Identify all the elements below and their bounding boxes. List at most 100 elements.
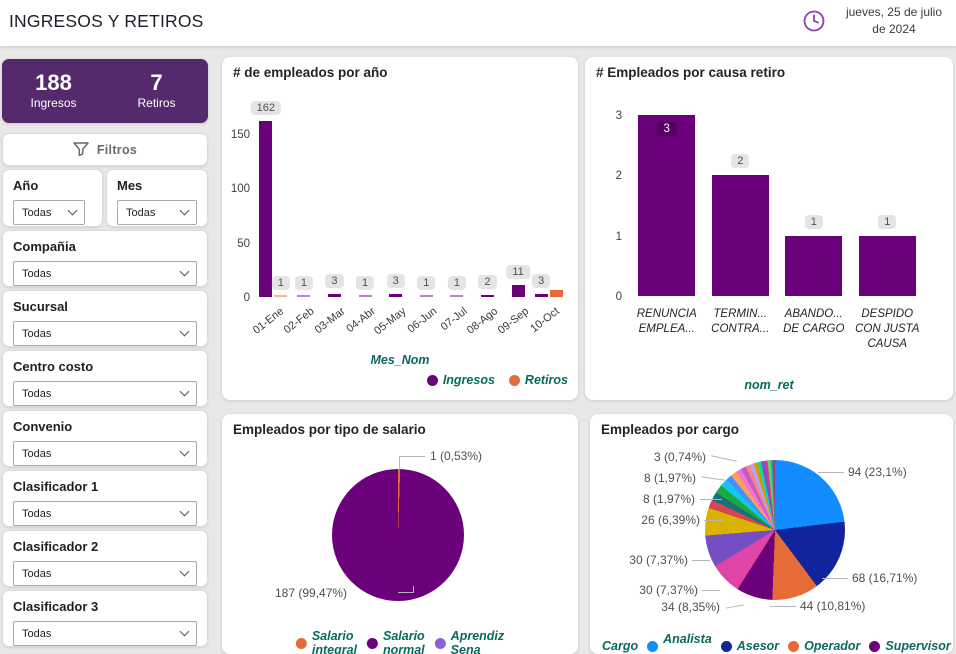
filter-dropdown[interactable]: Todas	[13, 261, 197, 286]
filter-clasificador-3: Clasificador 3 Todas	[2, 590, 208, 647]
filter-mes-dropdown[interactable]: Todas	[117, 200, 197, 225]
data-label: 3	[386, 273, 405, 288]
legend-dot	[647, 640, 659, 652]
chart-legend: Cargo Analista ... Asesor Operador Super…	[602, 632, 956, 654]
bar-retiros-01-Ene[interactable]	[274, 295, 288, 297]
filters-panel-header: Filtros	[2, 133, 208, 166]
x-axis-label: 04-Abr	[344, 305, 379, 336]
legend-item-salario-integral[interactable]: Salario integral	[295, 629, 357, 654]
filter-label: Convenio	[13, 419, 73, 434]
leader-line	[700, 499, 722, 500]
leader-line	[711, 455, 737, 462]
legend-item-aprendiz-sena[interactable]: Aprendiz Sena	[434, 629, 504, 654]
kpi-ingresos: 188 Ingresos	[2, 59, 105, 123]
filter-clasificador-2: Clasificador 2 Todas	[2, 530, 208, 587]
legend-item-asesor[interactable]: Asesor	[720, 639, 779, 653]
bar-renuncia-emplea-[interactable]: 3	[638, 115, 696, 296]
filter-dropdown[interactable]: Todas	[13, 321, 197, 346]
filter-dropdown[interactable]: Todas	[13, 381, 197, 406]
bar-ingresos-07-Jul[interactable]	[450, 295, 464, 297]
clock-icon	[803, 10, 825, 32]
data-label: 2	[478, 274, 497, 289]
filter-dropdown[interactable]: Todas	[13, 621, 197, 646]
bar-group-04-Abr: 1 04-Abr	[345, 117, 381, 335]
bar-ingresos-05-May[interactable]	[389, 293, 403, 297]
bar-group-1: 2	[704, 115, 778, 296]
filter-centro-costo: Centro costo Todas	[2, 350, 208, 407]
bar-ingresos-02-Feb[interactable]	[297, 295, 311, 297]
chevron-down-icon	[179, 626, 190, 637]
bar-group-10-Oct: 3 10-Oct	[528, 117, 564, 335]
chart-title: Empleados por cargo	[601, 422, 740, 437]
legend-item-analista[interactable]: Analista ...	[647, 632, 712, 654]
x-axis-category-labels: RENUNCIA EMPLEA... TERMIN... CONTRA... ABA…	[630, 307, 924, 352]
leader-line	[702, 590, 720, 591]
filter-ano-dropdown[interactable]: Todas	[13, 200, 85, 225]
bar-ingresos-10-Oct[interactable]	[534, 293, 548, 297]
bar-ingresos-09-Sep[interactable]	[511, 285, 525, 297]
bar-group-07-Jul: 1 07-Jul	[439, 117, 473, 333]
filter-dropdown[interactable]: Todas	[13, 441, 197, 466]
bar-despido-con-justa-causa[interactable]	[858, 235, 916, 296]
filter-convenio: Convenio Todas	[2, 410, 208, 467]
bar-group-01-Ene: 162 1 01-Ene	[250, 100, 290, 337]
x-axis-category-label: DESPIDO CON JUSTA CAUSA	[855, 308, 920, 350]
legend-dot	[788, 640, 800, 652]
y-axis-tick: 0	[243, 292, 250, 304]
bar-ingresos-06-Jun[interactable]	[419, 295, 433, 297]
leader-line	[726, 604, 744, 609]
legend-item-ingresos[interactable]: Ingresos	[426, 373, 495, 387]
bar-ingresos-03-Mar[interactable]	[327, 293, 341, 297]
bar-abando-de-cargo[interactable]	[785, 235, 843, 296]
retiros-value: 7	[150, 70, 163, 95]
bar-retiros-10-Oct[interactable]	[549, 290, 563, 297]
legend-item-retiros[interactable]: Retiros	[508, 373, 568, 387]
pie-tipo-salario[interactable]	[332, 469, 464, 601]
legend-dot	[426, 374, 438, 386]
y-axis-tick: 0	[615, 291, 622, 303]
bar-group-02-Feb: 1 02-Feb	[282, 117, 320, 336]
chevron-down-icon	[179, 326, 190, 337]
x-axis-label: 07-Jul	[438, 305, 470, 334]
bar-plot-causa-retiro: 0 1 2 3 3 2 1 1	[616, 110, 925, 303]
filter-ano-label: Año	[13, 178, 39, 193]
legend-dot	[434, 637, 446, 649]
chevron-down-icon	[67, 205, 78, 216]
filter-label: Sucursal	[13, 299, 68, 314]
data-label: 1	[878, 214, 897, 229]
filter-dropdown[interactable]: Todas	[13, 561, 197, 586]
legend-item-operador[interactable]: Operador	[788, 639, 860, 653]
bar-termin-contra-[interactable]	[711, 175, 769, 296]
kpi-retiros: 7 Retiros	[105, 59, 208, 123]
legend-dot	[720, 640, 732, 652]
filter-mes: Mes Todas	[106, 169, 208, 227]
pie-slice-label: 3 (0,74%)	[653, 450, 706, 464]
bar-group-0: 3	[630, 115, 704, 296]
chevron-down-icon	[179, 446, 190, 457]
chevron-down-icon	[179, 266, 190, 277]
y-axis-tick: 1	[615, 230, 622, 243]
current-date: jueves, 25 de julio de 2024	[845, 5, 943, 37]
chart-card-empleados-por-ano: # de empleados por año 0 50 100 150 162 1 01-E…	[222, 57, 578, 400]
pie-empleados-por-cargo[interactable]	[705, 460, 845, 600]
x-axis-label: 03-Mar	[312, 305, 348, 337]
filter-dropdown[interactable]: Todas	[13, 501, 197, 526]
bar-ingresos-01-Ene[interactable]	[259, 120, 273, 297]
bar-group-3: 1	[851, 115, 925, 296]
filter-mes-label: Mes	[117, 178, 143, 193]
pie-slice-label: 30 (7,37%)	[639, 583, 698, 597]
pie-slice-label: 187 (99,47%)	[275, 586, 348, 600]
chart-card-tipo-salario: Empleados por tipo de salario 1 (0,53%) …	[222, 414, 578, 654]
filter-clasificador-1: Clasificador 1 Todas	[2, 470, 208, 527]
legend-dot	[508, 374, 520, 386]
bar-ingresos-04-Abr[interactable]	[358, 295, 372, 297]
legend-item-salario-normal[interactable]: Salario normal	[366, 629, 425, 654]
legend-item-supervisor[interactable]: Supervisor	[869, 639, 951, 653]
chart-legend: Salario integral Salario normal Aprendiz…	[295, 629, 504, 654]
bar-group-06-Jun: 1 06-Jun	[405, 117, 442, 335]
y-axis-tick: 50	[237, 237, 250, 250]
chart-title: Empleados por tipo de salario	[233, 422, 426, 437]
data-label: 3	[656, 122, 677, 137]
bar-group-2: 1	[777, 115, 851, 296]
bar-ingresos-08-Ago[interactable]	[480, 294, 494, 297]
